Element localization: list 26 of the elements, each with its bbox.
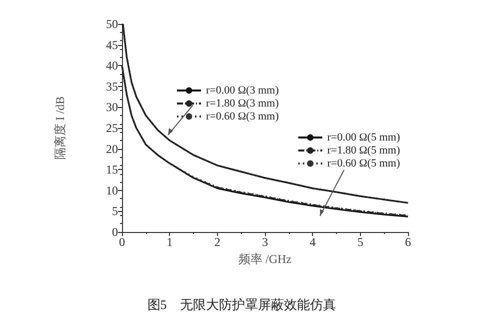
x-tick-label: 2: [214, 235, 220, 249]
y-axis-title: 隔离度 I /dB: [53, 96, 67, 160]
legend-label: r=0.60 Ω(5 mm): [327, 158, 400, 170]
y-tick-label: 5: [112, 204, 118, 218]
y-tick-label: 15: [106, 162, 118, 177]
y-tick-label: 40: [106, 58, 118, 73]
y-tick-label: 0: [112, 225, 118, 239]
x-tick-label: 3: [262, 235, 268, 249]
y-tick-label: 50: [106, 17, 118, 31]
y-tick-label: 10: [106, 183, 118, 198]
x-tick-label: 6: [405, 235, 411, 249]
x-axis-title: 频率 /GHz: [238, 252, 292, 266]
x-tick-label: 4: [310, 235, 316, 249]
y-tick-label: 45: [106, 38, 118, 52]
legend-label: r=1.80 Ω(5 mm): [327, 144, 400, 156]
x-tick-label: 1: [166, 235, 173, 249]
legend-label: r=0.00 Ω(3 mm): [206, 84, 280, 96]
legend-label: r=0.60 Ω(3 mm): [206, 110, 280, 122]
legend-label: r=1.80 Ω(3 mm): [206, 98, 280, 110]
y-tick-label: 25: [106, 121, 118, 135]
legend-label: r=0.00 Ω(5 mm): [327, 132, 400, 144]
y-tick-label: 20: [106, 142, 118, 156]
x-tick-label: 5: [357, 235, 364, 249]
y-tick-label: 35: [106, 79, 118, 94]
caption: 图5 无限大防护罩屏蔽效能仿真: [147, 297, 336, 312]
y-tick-label: 30: [106, 100, 118, 114]
